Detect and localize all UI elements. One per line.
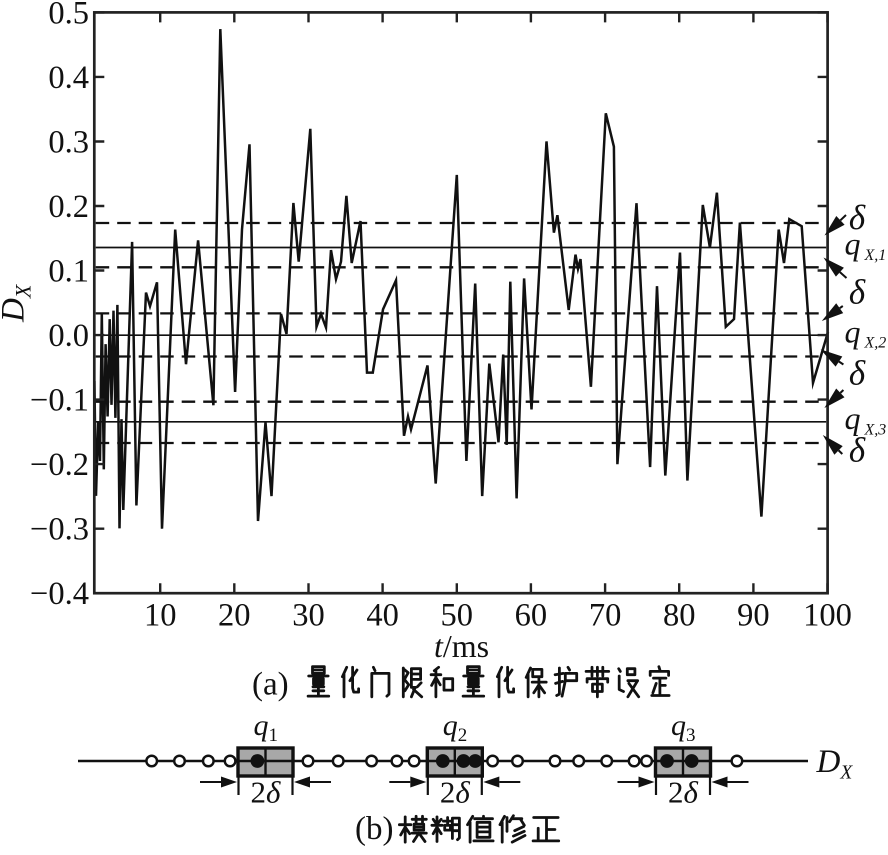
svg-text:0.4: 0.4 [48,60,89,96]
svg-text:0.3: 0.3 [48,125,89,161]
svg-text:δ: δ [849,354,866,393]
svg-text:2δ: 2δ [668,775,699,810]
svg-text:30: 30 [292,598,325,634]
svg-text:100: 100 [803,598,852,634]
svg-text:2δ: 2δ [440,775,471,810]
svg-text:(a): (a) [252,667,289,703]
svg-text:20: 20 [218,598,251,634]
svg-text:90: 90 [737,598,770,634]
svg-text:−0.3: −0.3 [30,512,89,548]
svg-text:0.5: 0.5 [48,0,89,31]
svg-text:80: 80 [663,598,696,634]
svg-text:0.1: 0.1 [48,254,89,290]
svg-text:60: 60 [515,598,548,634]
svg-text:−0.2: −0.2 [30,447,89,483]
svg-text:10: 10 [144,598,177,634]
svg-text:70: 70 [589,598,622,634]
svg-text:0.0: 0.0 [48,318,89,354]
svg-text:t/ms: t/ms [434,628,489,664]
svg-text:50: 50 [441,598,474,634]
svg-text:0.2: 0.2 [48,189,89,225]
svg-text:δ: δ [849,198,866,237]
svg-text:−0.4: −0.4 [30,576,89,612]
svg-text:−0.1: −0.1 [30,383,89,419]
svg-text:δ: δ [849,273,866,312]
svg-text:(b): (b) [355,811,393,847]
svg-text:40: 40 [366,598,399,634]
svg-text:δ: δ [849,431,866,470]
svg-text:2δ: 2δ [251,775,282,810]
